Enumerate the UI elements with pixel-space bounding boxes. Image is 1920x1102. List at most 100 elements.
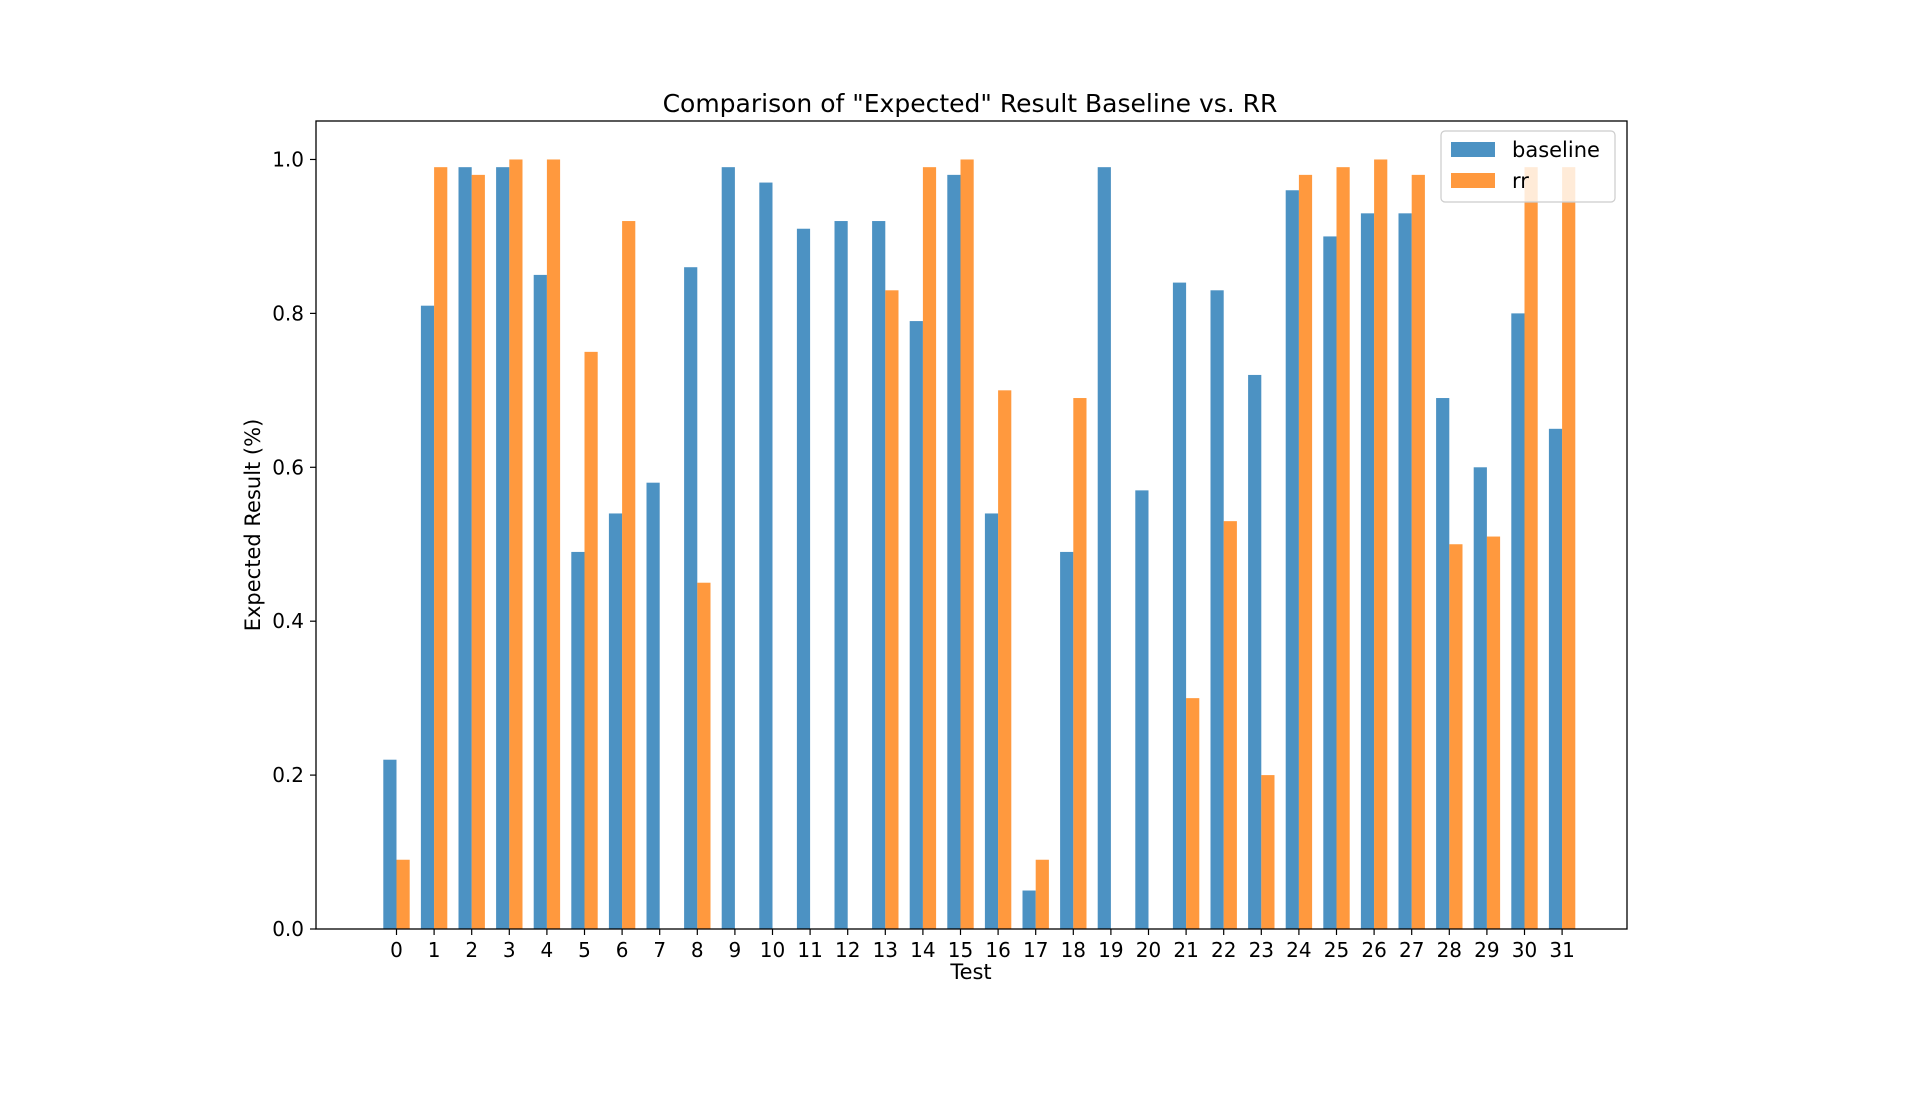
bar-baseline-10: [759, 182, 773, 929]
bar-rr-1: [434, 167, 448, 930]
x-tick-label: 12: [835, 938, 860, 962]
bar-rr-0: [396, 859, 410, 929]
bar-baseline-22: [1210, 290, 1224, 929]
bar-rr-6: [622, 221, 636, 930]
bar-baseline-13: [872, 221, 886, 930]
bar-rr-15: [960, 159, 974, 930]
bar-baseline-19: [1097, 167, 1111, 930]
bar-baseline-29: [1473, 467, 1487, 929]
x-tick-label: 8: [691, 938, 704, 962]
x-tick-label: 20: [1136, 938, 1161, 962]
bar-rr-17: [1035, 859, 1049, 929]
bar-baseline-4: [533, 274, 547, 929]
y-tick-label: 0.0: [272, 917, 304, 941]
x-tick-label: 2: [465, 938, 478, 962]
x-tick-label: 10: [760, 938, 785, 962]
bar-rr-27: [1411, 174, 1425, 929]
x-tick-label: 6: [616, 938, 629, 962]
y-axis-label: Expected Result (%): [241, 419, 265, 632]
bar-baseline-17: [1022, 890, 1036, 929]
y-tick-label: 0.4: [272, 609, 304, 633]
x-tick-label: 30: [1512, 938, 1537, 962]
x-tick-label: 29: [1474, 938, 1499, 962]
bar-baseline-23: [1248, 374, 1262, 929]
x-tick-label: 27: [1399, 938, 1424, 962]
bar-baseline-26: [1360, 213, 1375, 930]
bar-rr-29: [1486, 536, 1501, 929]
bar-baseline-27: [1398, 213, 1412, 930]
bar-rr-22: [1223, 521, 1237, 929]
x-tick-label: 1: [428, 938, 441, 962]
bar-baseline-9: [721, 167, 735, 930]
legend-label-rr: rr: [1512, 169, 1529, 193]
bar-rr-30: [1524, 167, 1538, 930]
x-tick-label: 25: [1324, 938, 1349, 962]
y-tick-label: 0.8: [272, 301, 304, 325]
bar-baseline-3: [496, 167, 510, 930]
bar-rr-28: [1449, 544, 1463, 929]
bar-rr-2: [471, 174, 485, 929]
x-tick-label: 17: [1023, 938, 1048, 962]
plot-frame: [315, 120, 1628, 930]
y-tick-label: 0.2: [272, 763, 304, 787]
bar-rr-13: [885, 290, 899, 929]
bar-rr-3: [509, 159, 523, 930]
x-tick-label: 3: [503, 938, 516, 962]
bar-baseline-2: [458, 167, 472, 930]
bar-rr-16: [998, 390, 1012, 930]
x-tick-label: 5: [578, 938, 591, 962]
bar-baseline-14: [909, 321, 923, 930]
x-tick-label: 26: [1361, 938, 1386, 962]
bar-rr-14: [922, 167, 937, 930]
bar-baseline-7: [646, 482, 660, 929]
x-tick-label: 31: [1549, 938, 1574, 962]
x-tick-label: 23: [1249, 938, 1274, 962]
x-tick-label: 16: [985, 938, 1010, 962]
x-tick-label: 0: [390, 938, 403, 962]
legend-swatch-baseline: [1451, 142, 1495, 157]
bar-baseline-8: [684, 267, 698, 930]
chart-title: Comparison of "Expected" Result Baseline…: [663, 89, 1278, 118]
bar-rr-31: [1562, 167, 1576, 930]
bar-baseline-16: [984, 513, 999, 929]
bar-baseline-21: [1172, 282, 1187, 930]
bar-rr-21: [1186, 698, 1200, 929]
y-tick-label: 0.6: [272, 455, 304, 479]
bar-rr-23: [1261, 775, 1275, 929]
x-tick-label: 4: [541, 938, 554, 962]
bar-baseline-11: [796, 228, 811, 930]
x-tick-label: 21: [1173, 938, 1198, 962]
x-tick-label: 14: [910, 938, 935, 962]
bar-rr-24: [1298, 174, 1313, 929]
bar-baseline-28: [1436, 398, 1450, 929]
legend: baseline rr: [1440, 130, 1616, 203]
bar-rr-26: [1374, 159, 1388, 930]
x-tick-label: 18: [1061, 938, 1086, 962]
bar-baseline-15: [947, 174, 961, 929]
bar-baseline-20: [1135, 490, 1149, 929]
x-axis-label: Test: [949, 960, 991, 984]
x-tick-label: 13: [873, 938, 898, 962]
bar-baseline-6: [608, 513, 623, 929]
bar-baseline-24: [1285, 190, 1299, 929]
bar-baseline-30: [1511, 313, 1525, 929]
bar-rr-5: [584, 351, 598, 929]
x-tick-label: 19: [1098, 938, 1123, 962]
x-tick-label: 22: [1211, 938, 1236, 962]
bar-rr-8: [697, 582, 711, 929]
bar-baseline-12: [834, 221, 848, 930]
x-tick-label: 24: [1286, 938, 1311, 962]
bar-rr-18: [1073, 398, 1087, 929]
x-axis: 0 1 2 3 4 5 6 7 8 9 10 11 12 13 14 15 16 17 18 19 20 21 22 23 24…: [390, 929, 1575, 962]
bar-rr-25: [1336, 167, 1350, 930]
bar-baseline-31: [1548, 428, 1563, 929]
y-axis: 0.0 0.2 0.4 0.6 0.8 1.0: [272, 147, 316, 941]
x-tick-label: 9: [729, 938, 742, 962]
x-tick-label: 11: [797, 938, 822, 962]
bar-baseline-0: [383, 759, 397, 929]
bar-baseline-18: [1060, 551, 1074, 929]
x-tick-label: 15: [948, 938, 973, 962]
x-tick-label: 7: [653, 938, 666, 962]
